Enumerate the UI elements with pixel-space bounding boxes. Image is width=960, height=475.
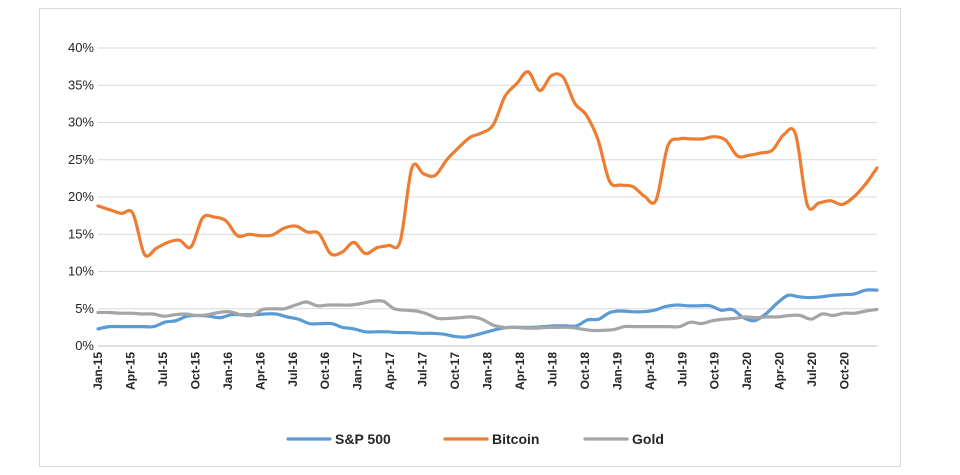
x-tick-label: Jul-20 xyxy=(805,352,819,387)
x-tick-label: Apr-18 xyxy=(513,352,527,390)
x-tick-label: Oct-19 xyxy=(708,352,722,390)
x-tick-label: Apr-16 xyxy=(253,352,267,390)
y-tick-label: 25% xyxy=(68,152,94,167)
x-tick-label: Jan-15 xyxy=(91,352,105,390)
x-tick-label: Jul-16 xyxy=(286,352,300,387)
x-tick-label: Jan-19 xyxy=(610,352,624,390)
y-tick-label: 5% xyxy=(75,301,94,316)
series-line-s-p-500 xyxy=(96,288,879,339)
x-tick-label: Jul-18 xyxy=(545,352,559,387)
y-tick-label: 10% xyxy=(68,264,94,279)
x-tick-label: Oct-17 xyxy=(448,352,462,390)
y-axis-ticks: 0% 5% 10% 15% 20% 25% 30% 35% 40% xyxy=(68,40,94,353)
series-line-bitcoin xyxy=(96,70,879,258)
x-tick-label: Apr-19 xyxy=(643,352,657,390)
y-tick-label: 15% xyxy=(68,226,94,241)
series-lines xyxy=(96,70,879,339)
x-tick-label: Jul-15 xyxy=(156,352,170,387)
x-tick-label: Apr-17 xyxy=(383,352,397,390)
x-tick-label: Jul-19 xyxy=(675,352,689,387)
x-tick-label: Oct-15 xyxy=(188,352,202,390)
x-tick-label: Oct-20 xyxy=(838,352,852,390)
x-tick-label: Jul-17 xyxy=(416,352,430,387)
x-tick-label: Apr-20 xyxy=(773,352,787,390)
chart-frame: 0% 5% 10% 15% 20% 25% 30% 35% 40% Jan-15 Apr-15 Ju… xyxy=(39,8,901,467)
gridlines xyxy=(98,47,877,310)
x-tick-label: Apr-15 xyxy=(123,352,137,390)
x-tick-label: Jan-20 xyxy=(740,352,754,390)
x-axis-ticks: Jan-15 Apr-15 Jul-15 Oct-15 Jan-16 Apr-16 Jul-… xyxy=(91,352,852,390)
series-line-gold xyxy=(96,299,879,333)
y-tick-label: 30% xyxy=(68,115,94,130)
line-chart: 0% 5% 10% 15% 20% 25% 30% 35% 40% Jan-15 Apr-15 Ju… xyxy=(68,40,879,447)
legend-label-bitcoin: Bitcoin xyxy=(492,431,539,447)
x-tick-label: Jan-17 xyxy=(351,352,365,390)
y-tick-label: 0% xyxy=(75,338,94,353)
y-tick-label: 35% xyxy=(68,77,94,92)
x-tick-label: Oct-18 xyxy=(578,352,592,390)
y-tick-label: 20% xyxy=(68,189,94,204)
legend-label-gold: Gold xyxy=(632,431,664,447)
x-tick-label: Jan-16 xyxy=(221,352,235,390)
y-tick-label: 40% xyxy=(68,40,94,55)
x-tick-label: Oct-16 xyxy=(318,352,332,390)
legend-label-s-p-500: S&P 500 xyxy=(335,431,391,447)
legend: S&P 500 Bitcoin Gold xyxy=(286,431,664,447)
x-tick-label: Jan-18 xyxy=(481,352,495,390)
